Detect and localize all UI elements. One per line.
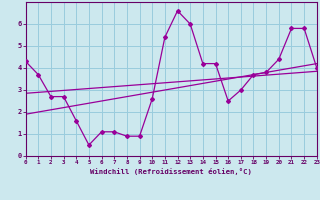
X-axis label: Windchill (Refroidissement éolien,°C): Windchill (Refroidissement éolien,°C) bbox=[90, 168, 252, 175]
